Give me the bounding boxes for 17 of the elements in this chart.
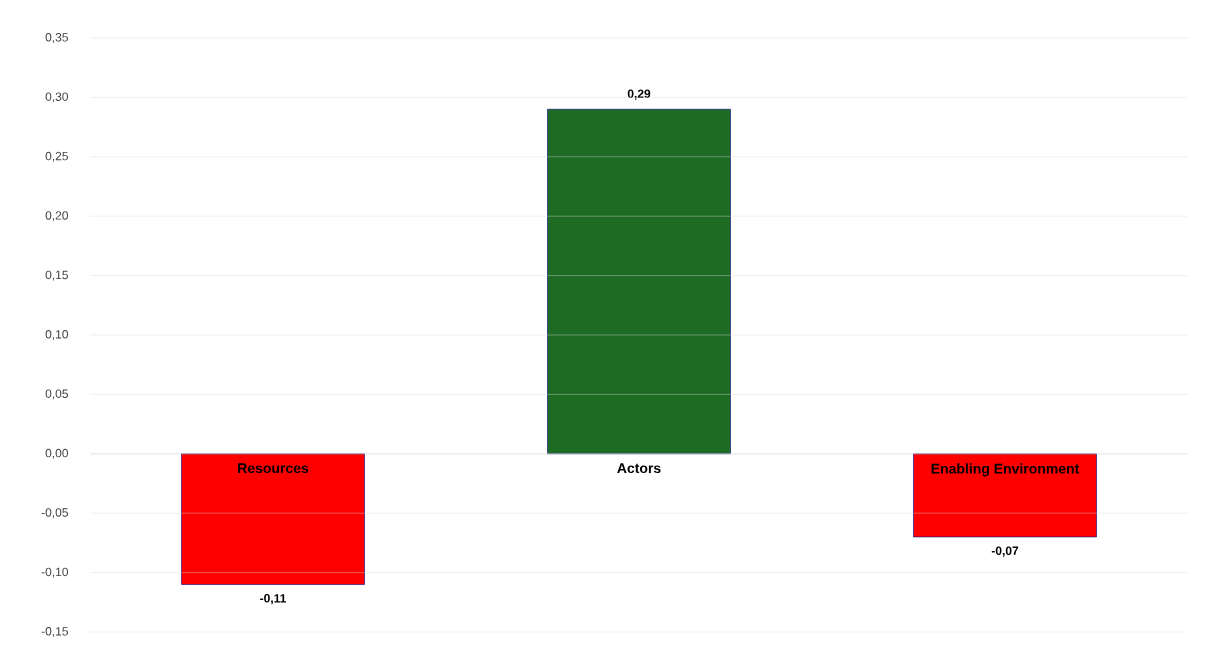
- y-tick-label: 0,30: [45, 92, 69, 103]
- x-tick-label: Resources: [238, 463, 309, 474]
- y-tick-label: -0,05: [41, 508, 68, 519]
- y-tick-label: -0,10: [41, 567, 69, 578]
- y-tick-label: 0,05: [45, 389, 68, 400]
- x-tick-label: Actors: [617, 463, 661, 474]
- y-tick-label: 0,10: [45, 330, 69, 340]
- y-tick-label: 0,15: [45, 270, 68, 281]
- data-label: -0,07: [991, 546, 1019, 557]
- x-tick-label: Enabling Environment: [931, 463, 1080, 477]
- y-tick-label: -0,15: [41, 627, 68, 637]
- y-tick-label: 0,20: [45, 211, 69, 222]
- y-tick-label: 0,35: [45, 33, 68, 43]
- y-tick-label: 0,25: [45, 151, 68, 162]
- data-label: 0,29: [627, 89, 651, 100]
- data-label: -0,11: [260, 594, 287, 605]
- y-tick-label: 0,00: [45, 448, 69, 459]
